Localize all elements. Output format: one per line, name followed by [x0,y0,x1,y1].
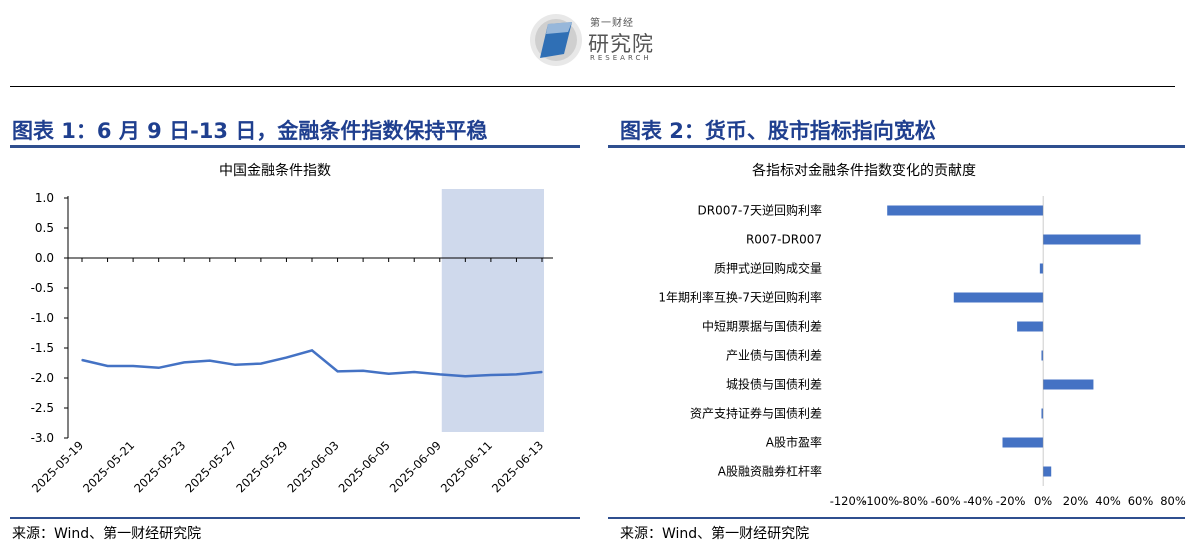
data-point [438,373,441,376]
category-label: 资产支持证券与国债利差 [690,406,822,421]
contribution-bar [953,292,1044,303]
data-point [285,356,288,359]
data-point [464,375,467,377]
contribution-bar [1043,466,1052,477]
y-tick-label: -0.5 [31,281,54,295]
logo-sub-text: RESEARCH [590,54,652,62]
contribution-bar [1002,437,1044,448]
left-title-rule [10,145,580,148]
x-tick-label: 20% [1063,494,1089,508]
header-divider [10,86,1175,87]
x-tick-label: 0% [1034,494,1052,508]
category-label: A股市盈率 [766,435,822,450]
data-point [336,370,339,373]
data-point [490,374,492,376]
right-source: 来源：Wind、第一财经研究院 [620,526,810,542]
x-tick-label: -80% [898,494,928,508]
category-label: 1年期利率互换-7天逆回购利率 [658,290,822,305]
y-tick-label: -2.5 [31,401,54,415]
contribution-bar [1043,379,1094,390]
data-point [387,373,390,375]
contribution-bar [887,205,1044,216]
category-label: R007-DR007 [746,233,822,247]
data-point [541,371,543,373]
contribution-bar [1041,350,1044,361]
data-point [234,364,237,366]
bar-chart: DR007-7天逆回购利率 R007-DR007 质押式逆回购成交量 1年期利率互换-… [658,196,1186,508]
left-chart-title: 中国金融条件指数 [219,163,331,179]
highlight-band [441,189,544,432]
x-tick-label: -40% [963,494,993,508]
category-label: 产业债与国债利差 [726,349,822,363]
x-tick-label: 2025-06-13 [489,438,546,495]
x-tick-label: 80% [1160,494,1186,508]
right-panel-title: 图表 2：货币、股市指标指向宽松 [620,119,936,143]
right-chart-title: 各指标对金融条件指数变化的贡献度 [752,163,976,179]
line-chart: 1.00.50.0-0.5-1.0-1.5-2.0-2.5-3.02025-05… [29,189,553,495]
x-tick-label: -20% [996,494,1026,508]
data-point [413,371,416,373]
left-source: 来源：Wind、第一财经研究院 [12,526,202,542]
data-point [106,365,109,367]
category-label: 城投债与国债利差 [726,377,822,392]
y-tick-label: 0.5 [35,221,54,235]
data-point [208,359,211,362]
y-tick-label: -2.0 [31,371,54,385]
data-point [183,361,186,364]
data-point [515,373,518,376]
x-tick-label: 2025-06-05 [336,438,393,495]
x-tick-label: 2025-05-19 [29,438,86,495]
data-point [311,349,313,352]
x-tick-label: -100% [862,494,899,508]
x-tick-label: 2025-05-21 [80,438,137,495]
y-tick-label: -1.0 [31,311,54,325]
y-tick-label: -3.0 [31,431,54,445]
contribution-bar [1039,263,1044,274]
y-tick-label: 0.0 [35,251,54,265]
x-tick-label: -60% [931,494,961,508]
contribution-bar [1041,408,1044,419]
y-tick-label: -1.5 [31,341,54,355]
x-tick-label: 2025-05-27 [182,438,239,495]
category-label: DR007-7天逆回购利率 [698,203,822,218]
y-tick-label: 1.0 [35,191,54,205]
left-panel-title: 图表 1：6 月 9 日-13 日，金融条件指数保持平稳 [12,119,488,143]
right-title-rule [608,145,1185,148]
data-point [157,367,160,369]
x-tick-label: 2025-05-29 [233,438,290,495]
logo-small-text: 第一财经 [590,18,634,29]
data-point [260,362,262,365]
research-institute-logo [530,14,582,66]
logo-big-text: 研究院 [588,32,654,56]
category-label: 质押式逆回购成交量 [714,261,822,276]
left-source-rule [10,517,580,519]
x-tick-label: 2025-06-11 [438,438,495,495]
right-source-rule [608,517,1185,519]
x-tick-label: 2025-05-23 [131,438,188,495]
data-point [132,365,134,367]
x-tick-label: 60% [1128,494,1154,508]
x-tick-label: 2025-06-03 [285,438,342,495]
data-point [81,359,83,361]
category-label: 中短期票据与国债利差 [702,319,822,334]
x-tick-label: -120% [830,494,867,508]
x-tick-label: 2025-06-09 [387,438,444,495]
x-tick-label: 40% [1095,494,1121,508]
category-label: A股融资融券杠杆率 [718,464,822,479]
contribution-bar [1043,234,1141,245]
data-point [362,370,364,372]
contribution-bar [1017,321,1044,332]
